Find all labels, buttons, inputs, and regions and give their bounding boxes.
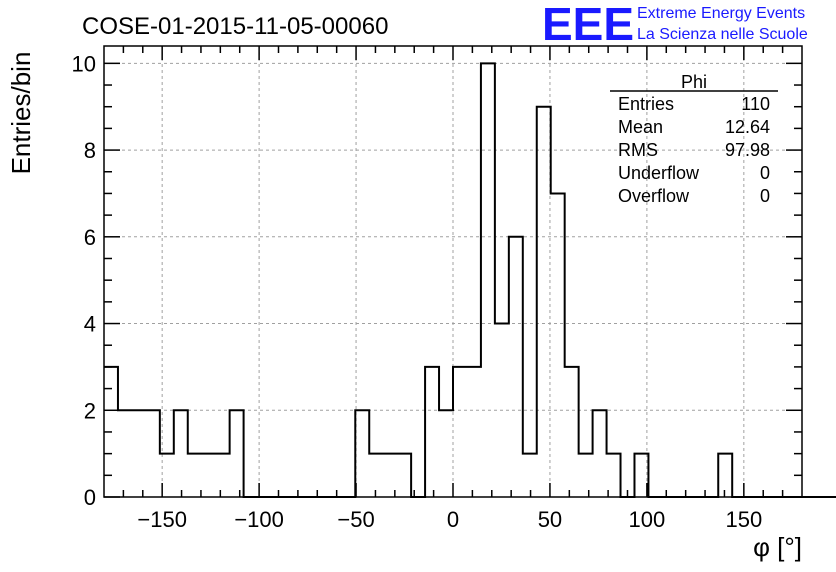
logo-line-2: La Scienza nelle Scuole [637,26,808,43]
logo-acronym: EEE [542,0,634,50]
logo-line-1: Extreme Energy Events [637,5,805,22]
y-tick-label: 0 [84,485,96,510]
y-tick-label: 10 [72,51,96,76]
x-tick-label: 50 [538,507,562,532]
stats-row-value: 97.98 [725,140,770,160]
stats-box-rows: Entries 110 Mean 12.64 RMS 97.98 Underflow 0 Ove… [618,94,770,206]
x-tick-label: −150 [137,507,187,532]
stats-box: Phi Entries 110 Mean 12.64 RMS 97.98 Underflow… [610,72,778,206]
x-tick-label: −100 [234,507,284,532]
stats-row-value: 110 [741,94,770,114]
y-axis-title: Entries/bin [6,52,36,175]
stats-row-label: Overflow [618,186,690,206]
stats-row-value: 12.64 [725,117,770,137]
x-axis-title: φ [°] [753,532,802,562]
eee-logo: EEE Extreme Energy Events La Scienza nel… [542,0,808,50]
x-tick-label: 100 [629,507,666,532]
y-tick-label: 4 [84,312,96,337]
y-tick-label: 6 [84,225,96,250]
stats-row-value: 0 [760,163,770,183]
y-tick-label: 2 [84,398,96,423]
tick-labels: −150 −100 −50 0 50 100 150 0 2 4 6 8 10 [72,51,763,532]
stats-row-value: 0 [760,186,770,206]
y-tick-label: 8 [84,138,96,163]
x-tick-label: 150 [725,507,762,532]
stats-row-label: Entries [618,94,674,114]
chart-title: COSE-01-2015-11-05-00060 [82,13,388,40]
stats-row-label: Underflow [618,163,700,183]
axis-ticks [104,46,802,498]
stats-row-label: Mean [618,117,663,137]
x-tick-label: −50 [337,507,374,532]
stats-box-title: Phi [681,72,707,92]
stats-row-label: RMS [618,140,658,160]
x-tick-label: 0 [447,507,459,532]
